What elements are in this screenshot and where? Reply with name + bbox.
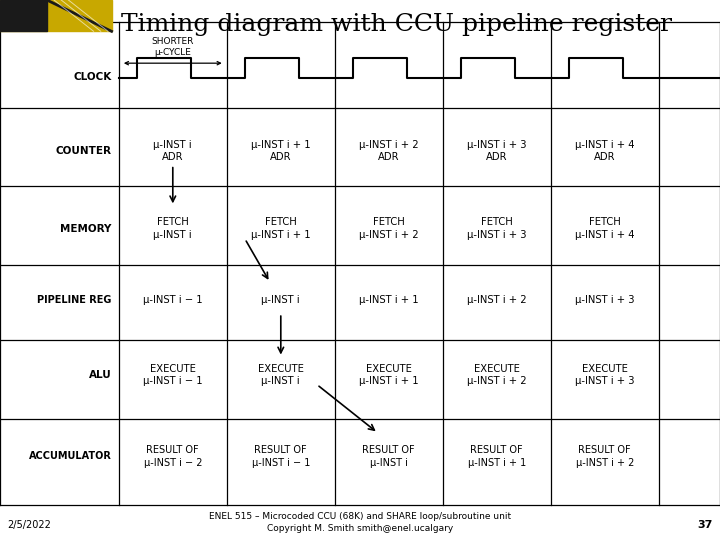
Text: μ-INST i + 1: μ-INST i + 1 <box>359 295 418 305</box>
Text: Timing diagram with CCU pipeline register: Timing diagram with CCU pipeline registe… <box>120 14 672 37</box>
Text: FETCH
μ-INST i + 2: FETCH μ-INST i + 2 <box>359 217 418 240</box>
Text: μ-INST i + 3: μ-INST i + 3 <box>575 295 634 305</box>
Text: FETCH
μ-INST i + 4: FETCH μ-INST i + 4 <box>575 217 634 240</box>
Text: RESULT OF
μ-INST i − 1: RESULT OF μ-INST i − 1 <box>251 445 310 468</box>
Text: FETCH
μ-INST i + 1: FETCH μ-INST i + 1 <box>251 217 310 240</box>
Text: RESULT OF
μ-INST i − 2: RESULT OF μ-INST i − 2 <box>143 445 202 468</box>
Text: ENEL 515 – Microcoded CCU (68K) and SHARE loop/subroutine unit
Copyright M. Smit: ENEL 515 – Microcoded CCU (68K) and SHAR… <box>209 512 511 532</box>
Text: SHORTER
μ-CYCLE: SHORTER μ-CYCLE <box>152 37 194 57</box>
Text: EXECUTE
μ-INST i + 3: EXECUTE μ-INST i + 3 <box>575 364 634 387</box>
Text: EXECUTE
μ-INST i + 1: EXECUTE μ-INST i + 1 <box>359 364 418 387</box>
Text: μ-INST i
ADR: μ-INST i ADR <box>153 140 192 163</box>
Text: EXECUTE
μ-INST i − 1: EXECUTE μ-INST i − 1 <box>143 364 202 387</box>
Text: MEMORY: MEMORY <box>60 225 112 234</box>
Text: μ-INST i: μ-INST i <box>261 295 300 305</box>
Text: EXECUTE
μ-INST i + 2: EXECUTE μ-INST i + 2 <box>467 364 526 387</box>
Text: RESULT OF
μ-INST i + 1: RESULT OF μ-INST i + 1 <box>468 445 526 468</box>
Text: ACCUMULATOR: ACCUMULATOR <box>29 451 112 461</box>
Bar <box>0 0 112 31</box>
Text: PIPELINE REG: PIPELINE REG <box>37 295 112 305</box>
Text: μ-INST i + 3
ADR: μ-INST i + 3 ADR <box>467 140 526 163</box>
Text: COUNTER: COUNTER <box>55 146 112 156</box>
Bar <box>0 0 47 31</box>
Text: CLOCK: CLOCK <box>73 72 112 82</box>
Text: μ-INST i + 2
ADR: μ-INST i + 2 ADR <box>359 140 418 163</box>
Text: FETCH
μ-INST i + 3: FETCH μ-INST i + 3 <box>467 217 526 240</box>
Text: μ-INST i + 4
ADR: μ-INST i + 4 ADR <box>575 140 634 163</box>
Text: RESULT OF
μ-INST i: RESULT OF μ-INST i <box>362 445 415 468</box>
Text: EXECUTE
μ-INST i: EXECUTE μ-INST i <box>258 364 304 387</box>
Text: FETCH
μ-INST i: FETCH μ-INST i <box>153 217 192 240</box>
Text: 2/5/2022: 2/5/2022 <box>7 520 51 530</box>
Text: ALU: ALU <box>89 370 112 380</box>
Text: μ-INST i + 1
ADR: μ-INST i + 1 ADR <box>251 140 310 163</box>
Text: RESULT OF
μ-INST i + 2: RESULT OF μ-INST i + 2 <box>575 445 634 468</box>
Text: μ-INST i + 2: μ-INST i + 2 <box>467 295 526 305</box>
Text: 37: 37 <box>698 520 713 530</box>
Text: μ-INST i − 1: μ-INST i − 1 <box>143 295 202 305</box>
